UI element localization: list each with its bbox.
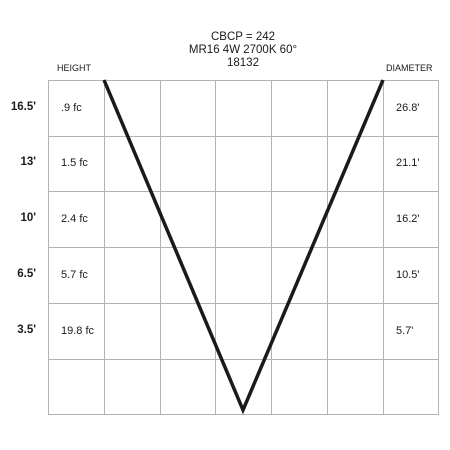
mounting-height-label: 3.5' xyxy=(17,324,36,336)
footcandle-value: 5.7 fc xyxy=(61,269,88,281)
mounting-height-label: 16.5' xyxy=(10,101,36,113)
footcandle-value: 1.5 fc xyxy=(61,157,88,169)
grid xyxy=(48,80,439,415)
diameter-column-header: DIAMETER xyxy=(386,63,433,73)
beam-diameter-value: 16.2' xyxy=(396,213,420,225)
footcandle-value: 2.4 fc xyxy=(61,213,88,225)
title-catalog-number: 18132 xyxy=(227,57,259,69)
title-lamp-spec: MR16 4W 2700K 60° xyxy=(188,44,298,56)
mounting-height-label: 10' xyxy=(20,212,36,224)
footcandle-value: 19.8 fc xyxy=(61,325,95,337)
mounting-height-label: 13' xyxy=(20,156,36,168)
footcandle-value: .9 fc xyxy=(61,102,82,114)
beam-spread-cone xyxy=(102,79,385,415)
height-column-header: HEIGHT xyxy=(57,63,92,73)
mounting-height-label: 6.5' xyxy=(17,268,36,280)
title-cbcp: CBCP = 242 xyxy=(210,31,276,43)
beam-diameter-value: 10.5' xyxy=(396,269,420,281)
beam-diameter-value: 26.8' xyxy=(396,102,420,114)
beam-diameter-value: 5.7' xyxy=(396,325,414,337)
beam-diameter-value: 21.1' xyxy=(396,157,420,169)
